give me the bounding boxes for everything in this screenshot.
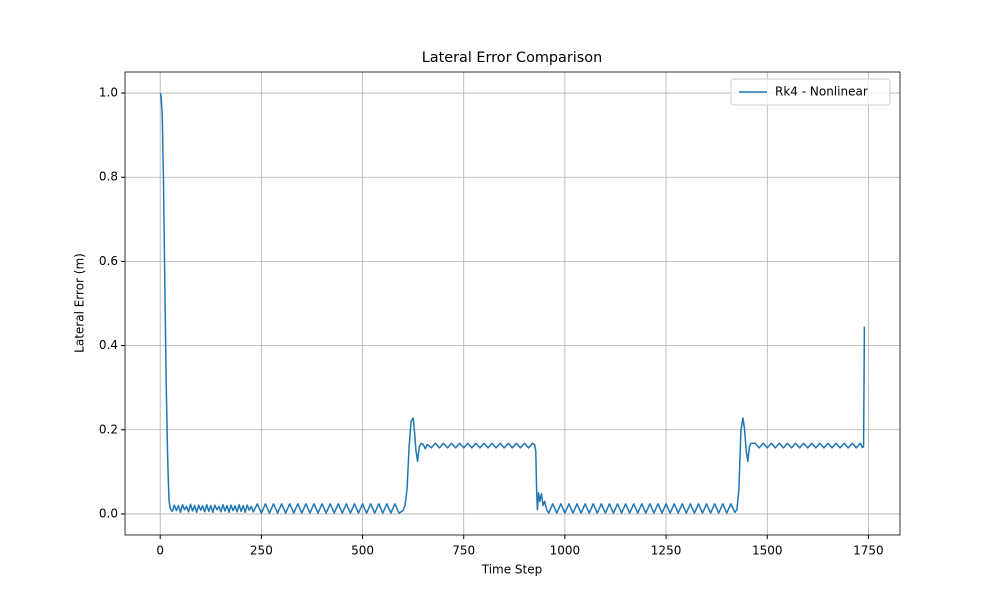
legend-label: Rk4 - Nonlinear <box>775 85 868 99</box>
x-tick-label: 1500 <box>752 544 783 558</box>
x-tick-label: 1250 <box>651 544 682 558</box>
x-tick-label: 1750 <box>853 544 884 558</box>
data-line <box>159 92 866 514</box>
x-tick-label: 250 <box>250 544 273 558</box>
x-tick-label: 500 <box>351 544 374 558</box>
x-axis-label: Time Step <box>481 563 543 577</box>
x-tick-label: 1000 <box>550 544 581 558</box>
y-tick-label: 0.2 <box>99 422 118 436</box>
y-tick-label: 1.0 <box>99 86 118 100</box>
x-tick-label: 750 <box>452 544 475 558</box>
y-tick-label: 0.4 <box>99 338 118 352</box>
x-tick-label: 0 <box>156 544 164 558</box>
y-tick-label: 0.8 <box>99 170 118 184</box>
y-tick-label: 0.6 <box>99 254 118 268</box>
y-axis-label: Lateral Error (m) <box>73 253 87 353</box>
y-tick-label: 0.0 <box>99 506 118 520</box>
plot-frame <box>124 71 901 536</box>
chart-title: Lateral Error Comparison <box>422 50 602 66</box>
legend-box <box>730 78 891 106</box>
